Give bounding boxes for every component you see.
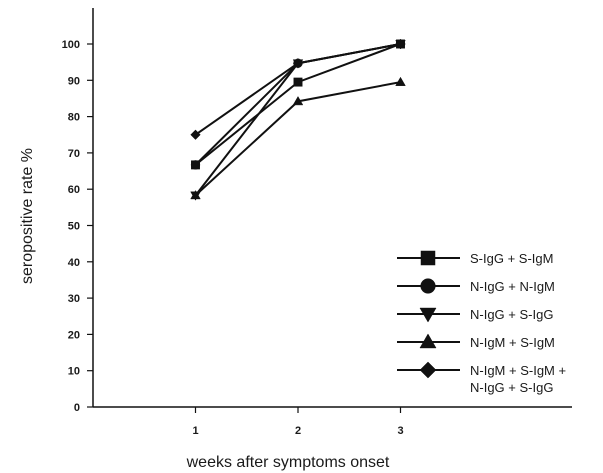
series-triangle-up [190,76,406,200]
y-tick-label: 100 [62,39,80,51]
legend-entry: N-IgM + S-IgM [397,333,555,350]
y-tick-label: 20 [68,329,80,341]
axes [92,8,572,408]
series-line [194,43,401,136]
y-tick-label: 60 [68,184,80,196]
x-tick-label: 3 [397,425,403,437]
data-point-triangle-up [395,76,406,86]
legend-label: N-IgG + N-IgM [470,279,555,294]
data-point-triangle-up [190,190,201,200]
legend-marker-square [420,250,436,266]
y-tick-label: 70 [68,148,80,160]
legend-marker-triangle-down [419,307,437,323]
legend-label: N-IgG + S-IgG [470,307,553,322]
legend-entry: N-IgM + S-IgM + N-IgG + S-IgG [397,361,566,395]
y-axis-label: seropositive rate % [19,148,36,284]
y-tick-label: 30 [68,293,80,305]
legend-entry: N-IgG + S-IgG [397,307,553,323]
legend-entry: S-IgG + S-IgM [397,250,553,266]
y-tick-label: 80 [68,112,80,124]
data-point-square [293,77,303,87]
legend-label: S-IgG + S-IgM [470,251,553,266]
x-axis-label: weeks after symptoms onset [186,454,390,471]
series-diamond [190,38,406,140]
data-point-triangle-up [292,96,304,106]
y-tick-label: 0 [74,402,80,414]
legend-label: N-IgG + S-IgG [470,380,553,395]
y-tick-label: 10 [68,366,80,378]
legend-label: N-IgM + S-IgM + [470,363,566,378]
legend-marker-diamond [419,361,437,379]
legend-marker-triangle-up [419,333,437,349]
data-point-diamond [395,38,406,50]
legend-label: N-IgM + S-IgM [470,335,555,350]
x-axis-ticks: 1 2 3 [192,407,404,437]
y-tick-label: 90 [68,75,80,87]
x-tick-label: 1 [192,425,198,437]
data-point-circle [190,160,201,170]
legend-entry: N-IgG + N-IgM [397,278,555,294]
x-tick-label: 2 [295,425,301,437]
y-axis-ticks: 0 10 20 30 40 50 60 70 80 90 100 [62,39,93,414]
y-tick-label: 50 [68,221,80,233]
data-point-diamond [190,129,201,140]
legend-marker-circle [420,278,436,294]
series-layer [190,38,406,201]
data-point-diamond [292,58,304,69]
y-tick-label: 40 [68,257,80,269]
